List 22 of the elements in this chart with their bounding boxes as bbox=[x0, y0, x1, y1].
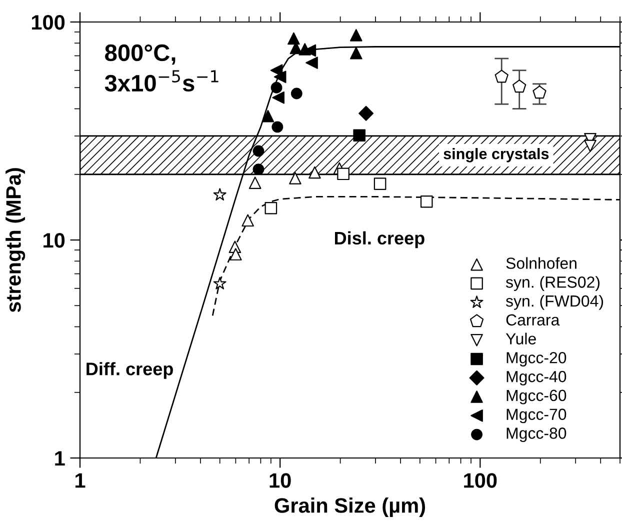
legend-label: syn. (RES02) bbox=[506, 276, 600, 291]
y-tick-label: 100 bbox=[32, 15, 65, 30]
legend-label: Mgcc-80 bbox=[506, 428, 566, 442]
annotation: Disl. creep bbox=[335, 231, 424, 248]
legend-label: Mgcc-60 bbox=[506, 390, 566, 404]
y-tick-label: 1 bbox=[55, 451, 65, 466]
legend-label: Mgcc-70 bbox=[506, 408, 566, 424]
legend-label: Solnhofen bbox=[506, 257, 576, 269]
legend-label: Mgcc-20 bbox=[506, 352, 566, 366]
legend-label: Yule bbox=[506, 332, 536, 344]
annotation: 800°C, 3x10$^{−5}$s$^{−1}$ bbox=[104, 44, 218, 92]
y-tick-label: 10 bbox=[44, 233, 65, 248]
legend-label: Mgcc-40 bbox=[506, 370, 566, 386]
x-tick-label: 10 bbox=[270, 473, 291, 488]
band-label: single crystals bbox=[444, 148, 549, 162]
annotation: Diff. creep bbox=[86, 362, 173, 379]
y-axis-title: strength (MPa) bbox=[6, 168, 26, 312]
legend-label: Carrara bbox=[506, 314, 560, 326]
x-axis-title: Grain Size (µm) bbox=[274, 498, 426, 517]
legend-label: syn. (FWD04) bbox=[506, 294, 604, 310]
x-tick-label: 1 bbox=[76, 473, 86, 488]
x-tick-label: 100 bbox=[464, 473, 497, 488]
